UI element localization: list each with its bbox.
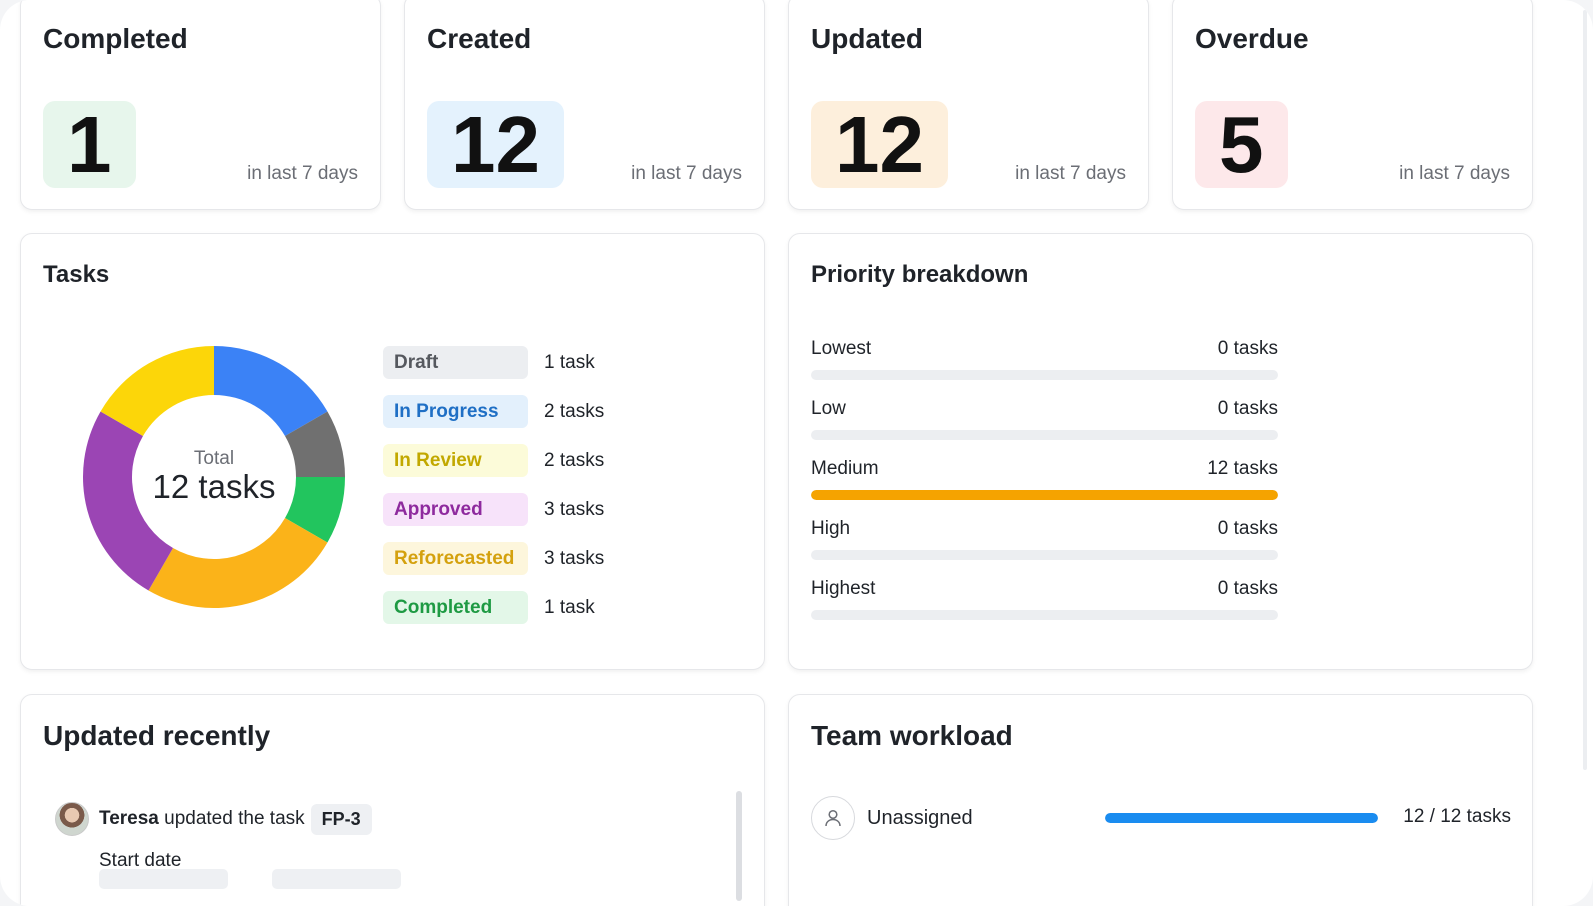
status-count: 1 task <box>544 351 595 373</box>
task-key-tag[interactable]: FP-3 <box>310 803 372 835</box>
priority-fill <box>811 490 1278 500</box>
card-title: Tasks <box>43 261 110 288</box>
donut-slice-approved[interactable] <box>82 411 173 591</box>
workload-fill <box>1105 813 1378 823</box>
activity-user[interactable]: Teresa <box>99 808 159 829</box>
card-title: Priority breakdown <box>811 261 1029 288</box>
stat-value: 12 <box>427 100 564 189</box>
status-count: 1 task <box>544 596 595 618</box>
tasks-card: Tasks Total 12 tasks Draft 1 task In Pro… <box>20 233 765 670</box>
stat-subtitle: in last 7 days <box>1399 163 1510 184</box>
priority-count: 0 tasks <box>1217 338 1278 359</box>
team-workload-card: Team workload Unassigned 12 / 12 tasks <box>788 694 1533 906</box>
priority-track <box>811 430 1278 440</box>
stat-card-created[interactable]: Created 12 in last 7 days <box>404 0 765 210</box>
donut-slice-in-review[interactable] <box>100 346 214 436</box>
status-count: 2 tasks <box>544 400 605 422</box>
legend-row-approved[interactable]: Approved 3 tasks <box>383 485 604 534</box>
legend-row-reforecasted[interactable]: Reforecasted 3 tasks <box>383 534 604 583</box>
stat-title: Created <box>427 23 532 54</box>
workload-row[interactable]: Unassigned 12 / 12 tasks <box>811 795 1511 841</box>
stat-subtitle: in last 7 days <box>631 163 742 184</box>
priority-row-high[interactable]: High 0 tasks <box>811 518 1278 560</box>
stat-title: Completed <box>43 23 188 54</box>
workload-count: 12 / 12 tasks <box>1403 806 1511 827</box>
stat-title: Overdue <box>1195 23 1309 54</box>
stat-value: 12 <box>811 100 948 189</box>
priority-label: Highest <box>811 578 876 599</box>
card-title: Team workload <box>811 720 1013 751</box>
status-chip: Draft <box>383 346 528 379</box>
priority-label: Medium <box>811 458 879 479</box>
stat-value: 1 <box>43 100 136 189</box>
priority-row-low[interactable]: Low 0 tasks <box>811 398 1278 440</box>
tasks-donut-chart: Total 12 tasks <box>82 346 345 608</box>
priority-card: Priority breakdown Lowest 0 tasks Low 0 ta… <box>788 233 1533 670</box>
card-title: Updated recently <box>43 720 271 751</box>
status-chip: Approved <box>383 493 528 526</box>
status-count: 3 tasks <box>544 498 605 520</box>
status-count: 3 tasks <box>544 547 605 569</box>
new-value-placeholder <box>272 869 401 889</box>
legend-row-completed[interactable]: Completed 1 task <box>383 583 604 632</box>
legend-row-draft[interactable]: Draft 1 task <box>383 338 604 387</box>
stat-subtitle: in last 7 days <box>247 163 358 184</box>
priority-track <box>811 550 1278 560</box>
priority-row-highest[interactable]: Highest 0 tasks <box>811 578 1278 620</box>
donut-slice-draft[interactable] <box>285 411 345 478</box>
status-chip: Completed <box>383 591 528 624</box>
old-value-placeholder <box>99 869 228 889</box>
updated-recently-card: Updated recently Teresa updated the task… <box>20 694 765 906</box>
donut-slice-in-progress[interactable] <box>214 346 328 436</box>
stat-subtitle: in last 7 days <box>1015 163 1126 184</box>
activity-item[interactable]: Teresa updated the task FP-3 Start date <box>55 802 372 872</box>
priority-count: 12 tasks <box>1207 458 1278 479</box>
status-chip: In Review <box>383 444 528 477</box>
scrollbar[interactable] <box>736 791 742 901</box>
priority-label: High <box>811 518 851 539</box>
avatar[interactable] <box>55 802 89 836</box>
priority-track <box>811 490 1278 500</box>
legend-row-in-review[interactable]: In Review 2 tasks <box>383 436 604 485</box>
workload-track <box>1105 813 1378 823</box>
status-chip: In Progress <box>383 395 528 428</box>
stat-value: 5 <box>1195 100 1288 189</box>
tasks-legend: Draft 1 task In Progress 2 tasks In Revi… <box>383 338 604 632</box>
legend-row-in-progress[interactable]: In Progress 2 tasks <box>383 387 604 436</box>
priority-row-lowest[interactable]: Lowest 0 tasks <box>811 338 1278 380</box>
donut-svg <box>82 346 345 608</box>
activity-field: Start date <box>99 850 182 871</box>
status-count: 2 tasks <box>544 449 605 471</box>
priority-row-medium[interactable]: Medium 12 tasks <box>811 458 1278 500</box>
page-scrollbar[interactable] <box>1583 10 1587 770</box>
status-chip: Reforecasted <box>383 542 528 575</box>
stat-card-updated[interactable]: Updated 12 in last 7 days <box>788 0 1149 210</box>
activity-text: Teresa updated the task <box>99 808 305 830</box>
stat-card-overdue[interactable]: Overdue 5 in last 7 days <box>1172 0 1533 210</box>
activity-action: updated the task <box>164 808 305 829</box>
assignee-name: Unassigned <box>867 806 973 829</box>
priority-count: 0 tasks <box>1217 578 1278 599</box>
user-icon <box>811 796 855 840</box>
priority-count: 0 tasks <box>1217 398 1278 419</box>
priority-label: Lowest <box>811 338 872 359</box>
donut-slice-reforecasted[interactable] <box>148 518 328 608</box>
priority-track <box>811 610 1278 620</box>
donut-slice-completed[interactable] <box>285 477 345 543</box>
stat-title: Updated <box>811 23 923 54</box>
stat-card-completed[interactable]: Completed 1 in last 7 days <box>20 0 381 210</box>
priority-label: Low <box>811 398 846 419</box>
priority-count: 0 tasks <box>1217 518 1278 539</box>
priority-track <box>811 370 1278 380</box>
